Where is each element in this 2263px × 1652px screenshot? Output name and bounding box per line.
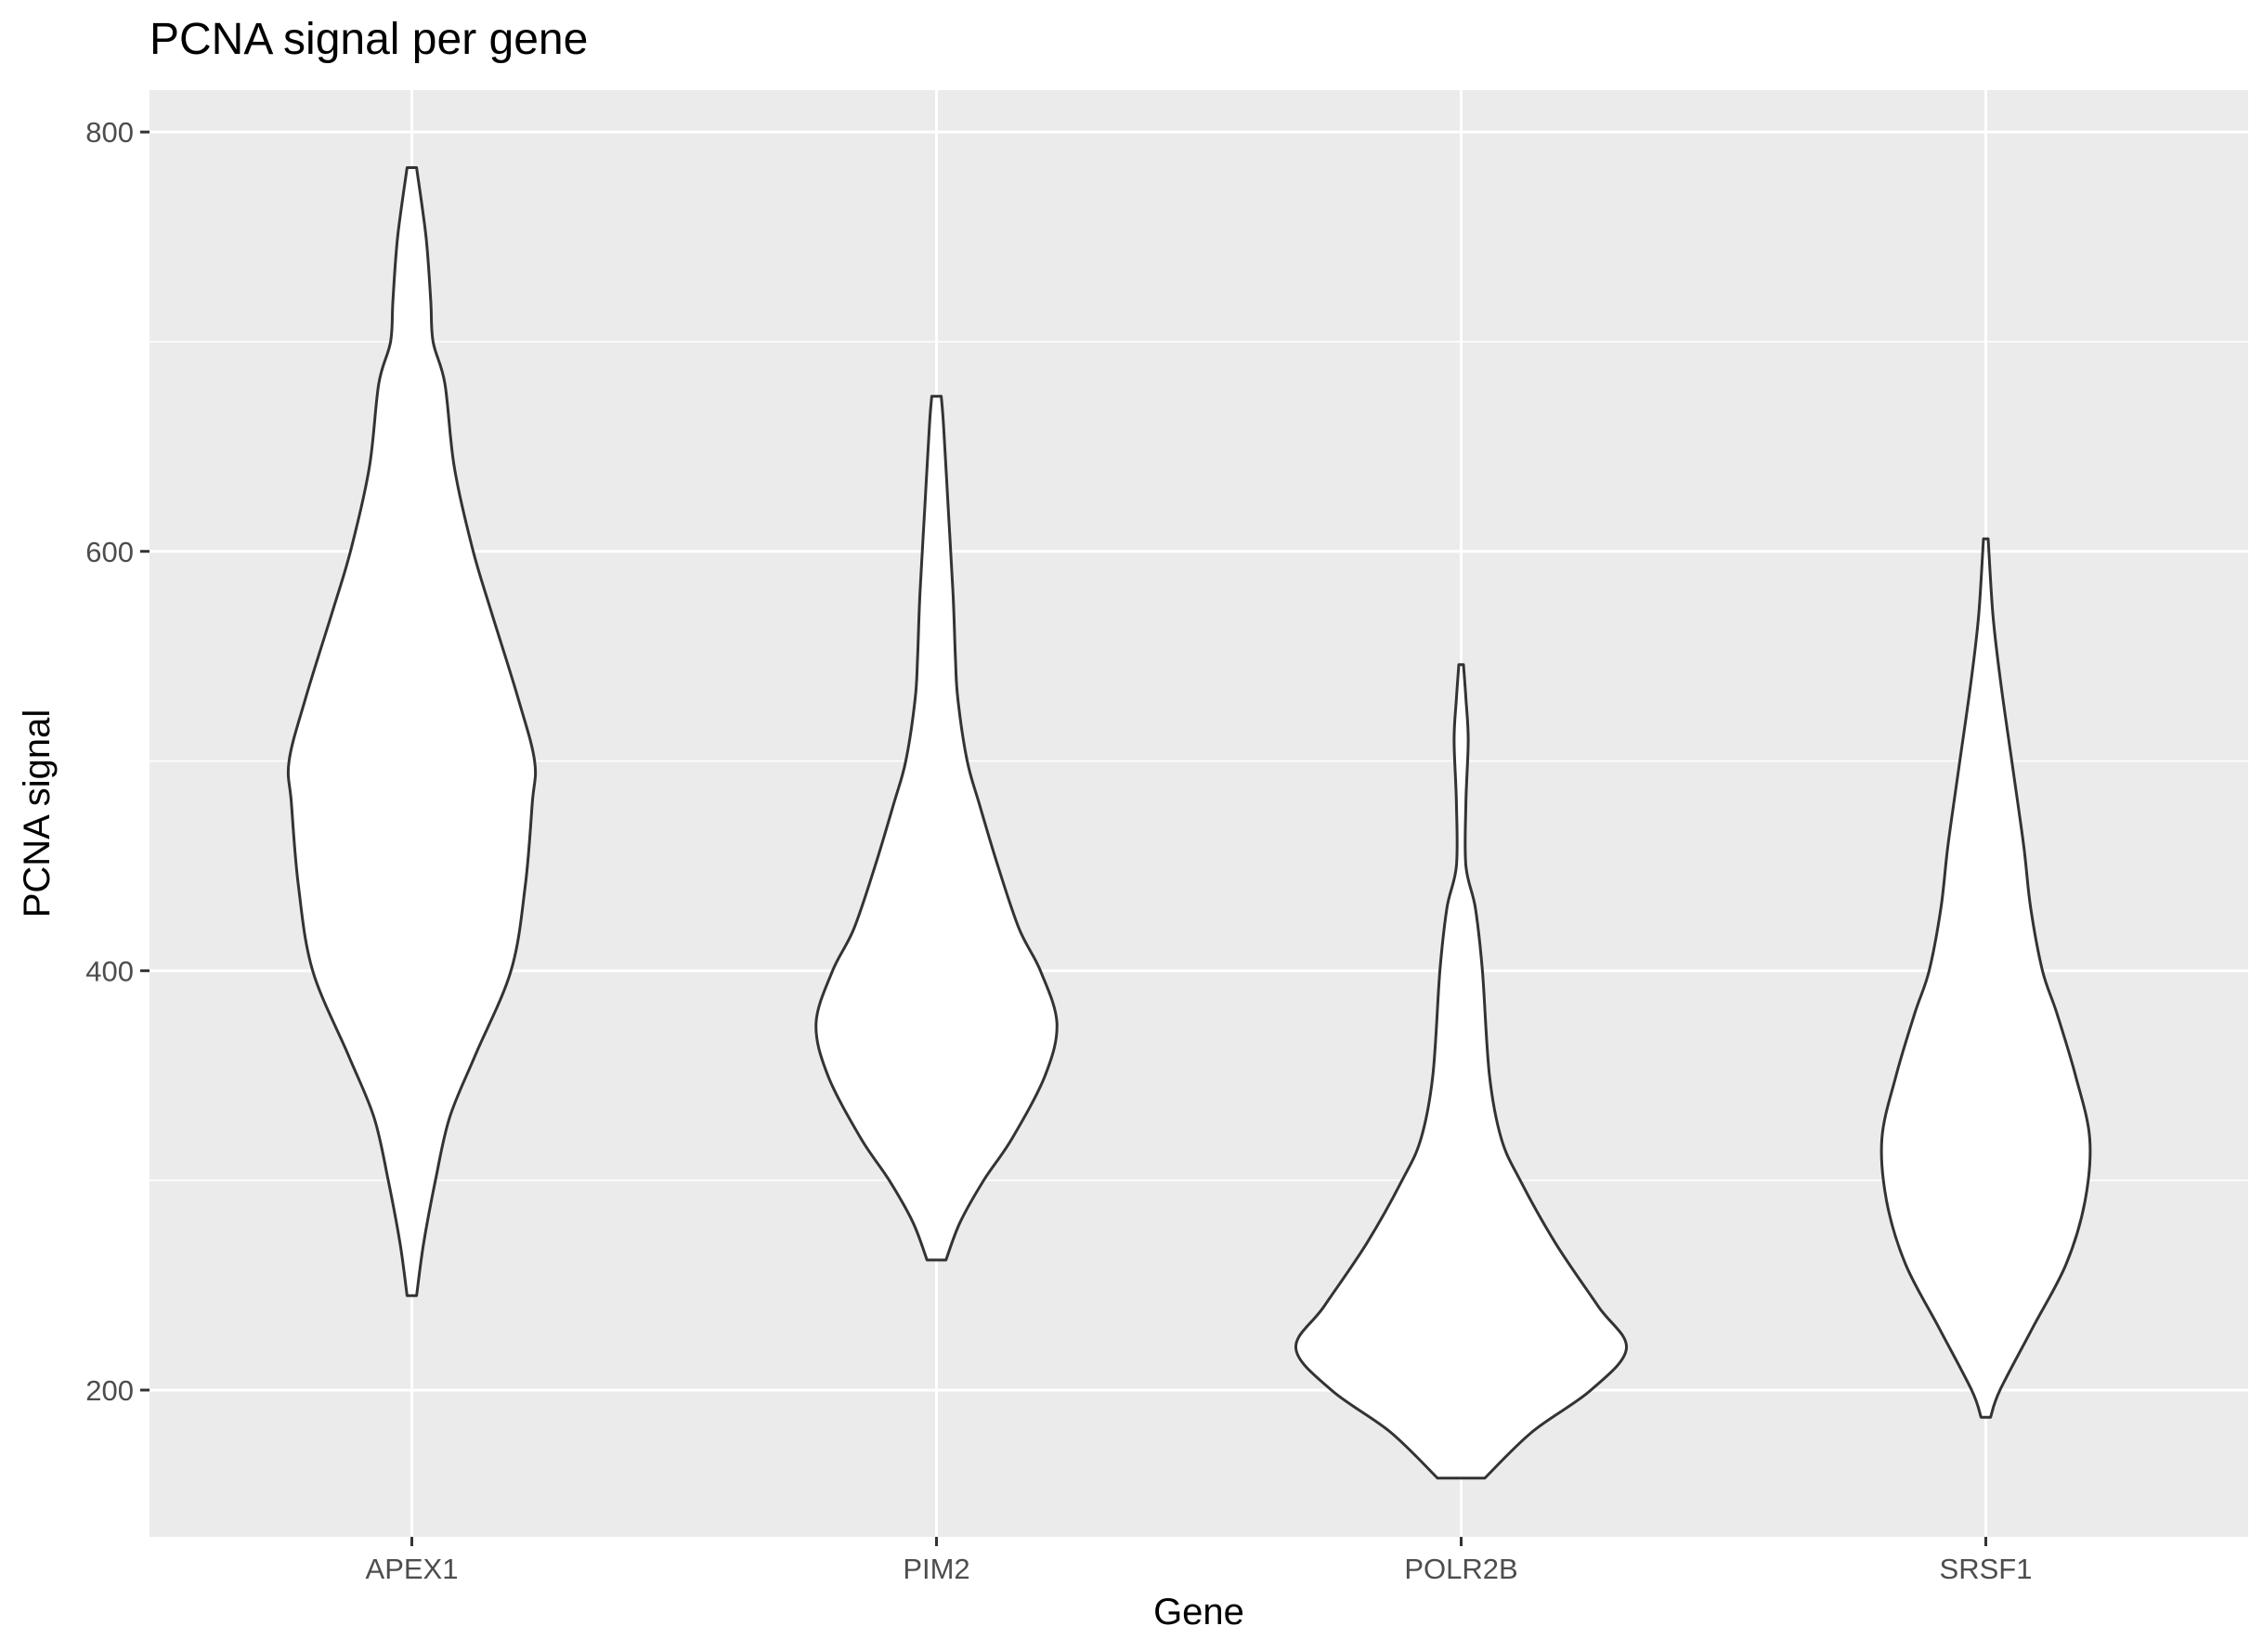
violin-apex1	[286, 166, 538, 1297]
violins	[286, 166, 2092, 1480]
violin-srsf1	[1879, 537, 2092, 1419]
y-tick-label: 400	[85, 955, 134, 987]
x-axis: APEX1 PIM2 POLR2B SRSF1	[366, 1537, 2033, 1585]
x-tick-label: PIM2	[903, 1553, 969, 1585]
violin-pim2	[814, 395, 1059, 1262]
y-tick-label: 600	[85, 536, 134, 568]
chart-title: PCNA signal per gene	[150, 15, 588, 64]
y-axis: 200 400 600 800	[85, 116, 150, 1407]
x-tick-label: POLR2B	[1404, 1553, 1517, 1585]
x-tick-label: SRSF1	[1940, 1553, 2033, 1585]
x-axis-title: Gene	[1153, 1592, 1244, 1632]
y-tick-label: 200	[85, 1374, 134, 1407]
y-tick-label: 800	[85, 116, 134, 149]
violin-polr2b	[1294, 663, 1628, 1480]
x-tick-label: APEX1	[366, 1553, 459, 1585]
y-axis-title: PCNA signal	[17, 709, 58, 918]
